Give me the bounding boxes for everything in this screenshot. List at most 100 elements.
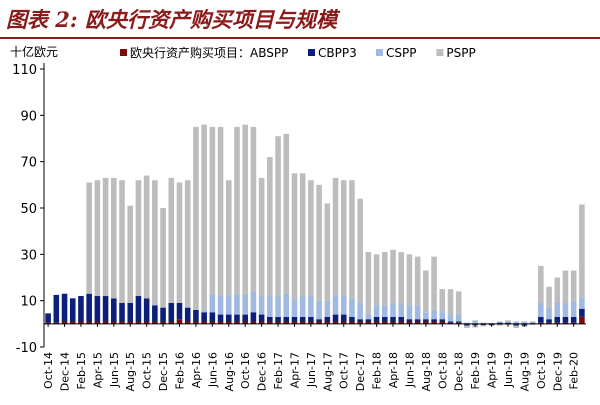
bar-cbpp3-mar-19 [480,324,487,326]
x-tick-label-oct-19: Oct-19 [535,352,548,389]
bar-cbpp3-nov-15 [152,305,158,322]
x-tick-label-apr-15: Apr-15 [91,352,104,388]
bar-cbpp3-oct-17 [340,314,347,322]
bar-abspp-jun-15 [111,321,117,324]
bar-cbpp3-nov-14 [53,294,60,323]
y-tick-label-110: 110 [12,63,37,78]
bar-cbpp3-nov-19 [546,319,552,323]
bar-pspp-aug-18 [423,270,429,313]
bar-cbpp3-jan-19 [464,324,470,326]
bar-abspp-may-18 [398,321,405,324]
y-tick-label-50: 50 [20,202,37,217]
bar-abspp-feb-18 [373,321,380,324]
bar-abspp-jan-18 [365,321,372,324]
bar-abspp-jul-15 [119,321,125,324]
x-tick-label-aug-19: Aug-19 [518,352,531,391]
bar-cspp-aug-18 [423,312,429,320]
bar-cspp-nov-16 [250,291,257,313]
bar-abspp-dec-17 [357,321,363,324]
bar-cbpp3-jan-20 [562,316,569,323]
bar-abspp-sep-18 [431,321,437,324]
bar-pspp-mar-18 [382,252,388,306]
bar-abspp-apr-16 [193,321,199,324]
bar-cbpp3-feb-18 [373,316,380,322]
x-tick-label-feb-19: Feb-19 [469,352,482,389]
bar-cbpp3-jan-17 [267,316,273,322]
bar-pspp-dec-15 [160,208,166,308]
legend-label-cbpp3: CBPP3 [318,46,357,60]
bar-abspp-jul-17 [316,321,322,324]
bar-abspp-nov-18 [447,322,454,324]
legend-swatch-abspp [120,49,127,56]
bar-cbpp3-dec-18 [455,321,462,323]
title-divider [0,37,600,39]
bar-cspp-feb-20 [570,300,577,317]
bar-pspp-nov-17 [349,180,355,299]
bar-cbpp3-mar-17 [283,316,290,322]
bar-abspp-nov-16 [250,321,257,324]
x-tick-label-jun-18: Jun-18 [403,352,416,388]
bar-abspp-nov-14 [53,322,60,324]
bar-abspp-mar-17 [283,321,290,324]
bar-cbpp3-nov-17 [349,316,355,322]
bar-cspp-apr-18 [390,302,396,317]
bar-cbpp3-feb-16 [176,302,183,320]
bar-cspp-may-19 [496,321,503,323]
bar-abspp-mar-15 [86,321,92,324]
bar-cbpp3-feb-20 [570,316,577,323]
bar-cbpp3-may-17 [299,316,306,322]
x-tick-label-oct-15: Oct-15 [141,352,154,389]
bar-pspp-dec-17 [357,198,363,303]
bar-cspp-jun-16 [209,293,216,313]
y-tick-label-90: 90 [20,109,37,124]
bar-cbpp3-nov-18 [447,321,454,323]
bar-cbpp3-dec-17 [357,319,363,322]
bar-cspp-sep-17 [332,296,339,315]
bar-pspp-aug-17 [324,203,331,301]
bar-cspp-dec-16 [258,296,265,315]
bar-abspp-jan-17 [267,321,273,324]
bar-pspp-dec-19 [554,277,561,303]
bar-abspp-may-17 [299,321,306,324]
bar-cbpp3-oct-15 [143,298,150,322]
bar-cbpp3-dec-19 [554,316,561,323]
bar-abspp-aug-17 [324,321,331,324]
bar-abspp-aug-18 [423,321,429,324]
bar-cbpp3-jan-16 [168,302,175,322]
bar-cbpp3-nov-16 [250,312,257,322]
x-tick-label-aug-15: Aug-15 [124,352,137,391]
bar-abspp-mar-20 [579,316,585,324]
bar-abspp-feb-20 [570,322,577,324]
bar-pspp-feb-17 [275,136,281,297]
bar-abspp-jun-16 [209,321,216,324]
bar-cspp-may-18 [398,302,405,317]
bar-cbpp3-jan-18 [365,319,372,322]
bar-cbpp3-feb-17 [275,316,281,322]
bar-pspp-oct-18 [439,289,446,313]
bar-cspp-feb-18 [373,305,380,317]
bar-cbpp3-mar-15 [86,293,92,322]
bar-pspp-apr-16 [193,126,199,310]
bar-cspp-jan-17 [267,296,273,317]
bar-cbpp3-may-15 [102,296,109,322]
bar-cspp-nov-18 [447,314,454,322]
x-tick-label-feb-17: Feb-17 [272,352,285,389]
bar-cbpp3-jul-18 [414,319,421,322]
x-tick-label-jun-15: Jun-15 [108,352,121,388]
x-tick-label-apr-17: Apr-17 [288,352,301,388]
bar-abspp-dec-14 [61,321,68,324]
figure-header: 图表 2: 欧央行资产购买项目与规模 [0,0,600,40]
bar-abspp-dec-19 [554,322,561,324]
bar-pspp-nov-16 [250,126,257,292]
bar-pspp-nov-18 [447,289,454,315]
bar-pspp-jun-15 [111,177,117,299]
stacked-bar-chart: 十亿欧元 欧央行资产购买项目：ABSPP CBPP3 CSPP PSPP -10 10 3… [10,44,586,391]
bar-pspp-jul-17 [316,184,322,301]
bar-pspp-dec-16 [258,177,265,297]
bar-cspp-dec-17 [357,302,363,320]
x-tick-label-dec-15: Dec-15 [157,352,170,391]
bar-cspp-mar-20 [579,297,585,309]
bar-abspp-jul-16 [217,321,224,324]
bar-cbpp3-sep-18 [431,319,437,322]
bar-cbpp3-jun-15 [111,298,117,322]
